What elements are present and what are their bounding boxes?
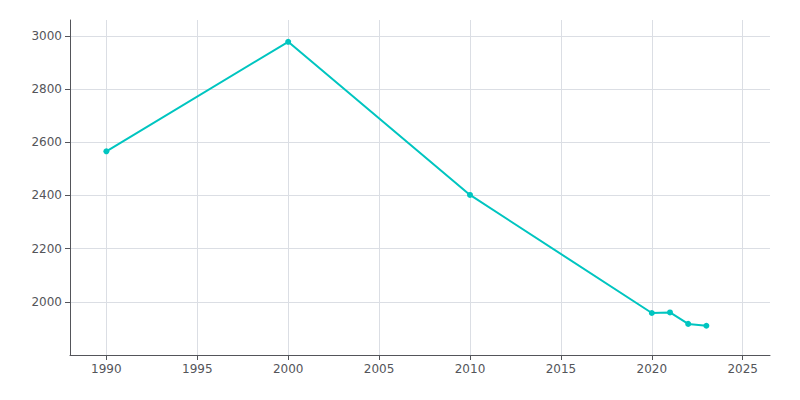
svg-text:2600: 2600	[31, 135, 62, 149]
svg-text:1995: 1995	[182, 362, 213, 376]
svg-text:1990: 1990	[91, 362, 122, 376]
svg-text:2020: 2020	[637, 362, 668, 376]
svg-text:2025: 2025	[727, 362, 758, 376]
svg-text:2010: 2010	[455, 362, 486, 376]
svg-text:2200: 2200	[31, 242, 62, 256]
svg-text:2015: 2015	[546, 362, 577, 376]
svg-text:2000: 2000	[273, 362, 304, 376]
svg-text:2005: 2005	[364, 362, 395, 376]
svg-text:3000: 3000	[31, 29, 62, 43]
svg-text:2000: 2000	[31, 295, 62, 309]
svg-text:2800: 2800	[31, 82, 62, 96]
svg-text:2400: 2400	[31, 188, 62, 202]
